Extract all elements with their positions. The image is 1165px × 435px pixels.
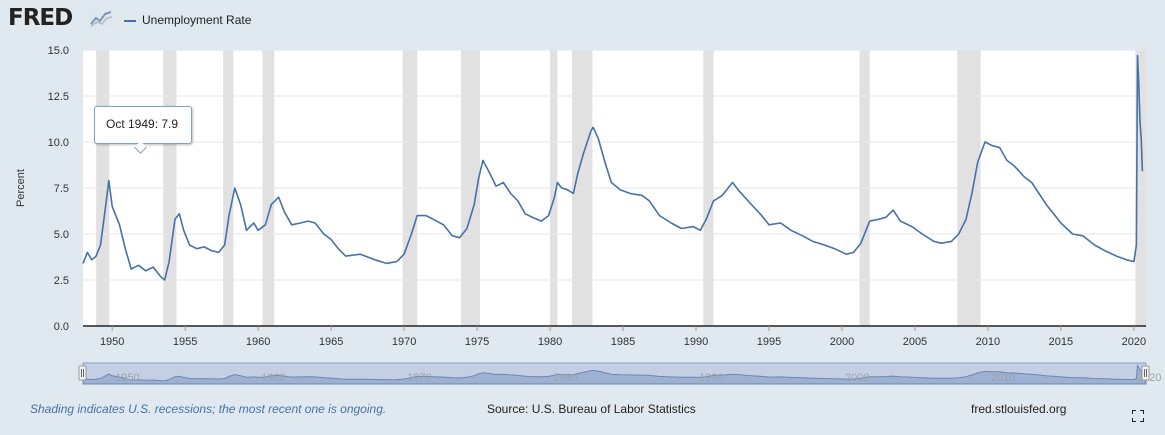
x-tick-label: 2000	[830, 336, 854, 348]
x-tick-label: 1990	[684, 336, 708, 348]
navigator-label: 1970	[407, 372, 431, 384]
tooltip-date: Oct 1949:	[106, 117, 159, 131]
navigator-label: 2010	[991, 372, 1015, 384]
x-tick-label: 1955	[173, 336, 197, 348]
x-tick-label: 1965	[319, 336, 343, 348]
x-tick-label: 1970	[392, 336, 416, 348]
x-tick-label: 1985	[611, 336, 635, 348]
series-line-unemployment-rate	[82, 54, 1144, 281]
legend-series-label: Unemployment Rate	[142, 13, 252, 27]
y-tick-label: 5.0	[54, 229, 69, 241]
y-tick-label: 10.0	[48, 137, 69, 149]
navigator-series	[82, 364, 1147, 385]
x-tick-label: 2020	[1122, 336, 1146, 348]
chart-header: FRED Unemployment Rate	[0, 0, 1165, 40]
fred-logo[interactable]: FRED	[8, 5, 73, 31]
y-tick-label: 2.5	[54, 275, 69, 287]
navigator-label: 1960	[261, 372, 285, 384]
x-tick-label: 1975	[465, 336, 489, 348]
x-tick-label: 2005	[903, 336, 927, 348]
x-tick-label: 1995	[757, 336, 781, 348]
navigator-label: 1950	[115, 372, 139, 384]
site-link[interactable]: fred.stlouisfed.org	[971, 402, 1067, 416]
tooltip: Oct 1949: 7.9	[94, 106, 192, 144]
navigator-handle[interactable]	[1141, 365, 1150, 381]
navigator-label: 1980	[553, 372, 577, 384]
x-tick-label: 2015	[1049, 336, 1073, 348]
source-label: Source: U.S. Bureau of Labor Statistics	[487, 402, 696, 416]
y-tick-label: 15.0	[48, 45, 69, 57]
legend-swatch	[124, 19, 136, 22]
navigator-handle[interactable]	[78, 365, 87, 381]
y-tick-label: 7.5	[54, 183, 69, 195]
tooltip-value: 7.9	[161, 117, 179, 131]
x-tick-label: 1960	[246, 336, 270, 348]
recession-note: Shading indicates U.S. recessions; the m…	[30, 402, 387, 416]
x-tick-label: 1980	[538, 336, 562, 348]
y-tick-label: 12.5	[48, 91, 69, 103]
y-tick-label: 0.0	[54, 321, 69, 333]
legend[interactable]: Unemployment Rate	[124, 13, 251, 27]
x-tick-label: 2010	[976, 336, 1000, 348]
navigator-label: 2000	[845, 372, 869, 384]
y-axis-label: Percent	[15, 169, 27, 207]
line-graph-icon	[89, 9, 113, 27]
navigator-label: 1990	[699, 372, 723, 384]
x-tick-label: 1950	[100, 336, 124, 348]
fullscreen-icon[interactable]	[1132, 410, 1144, 422]
